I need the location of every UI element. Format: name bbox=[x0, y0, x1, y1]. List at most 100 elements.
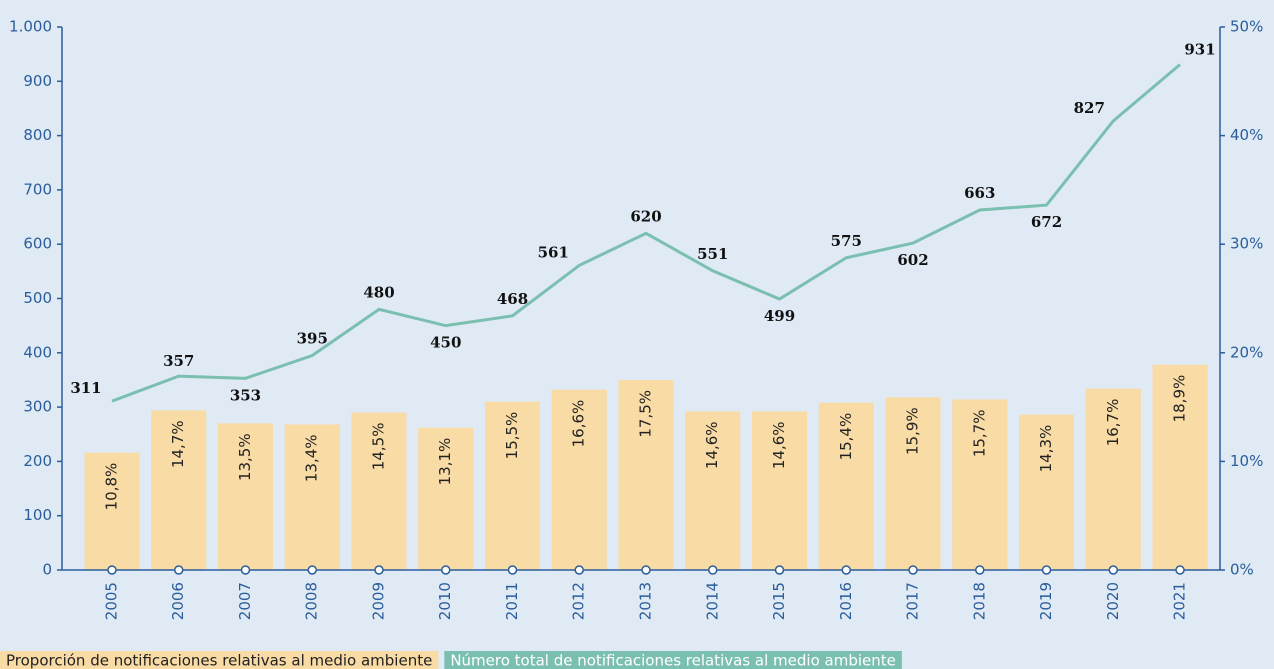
line-label: 499 bbox=[764, 307, 795, 325]
line-label: 663 bbox=[964, 184, 995, 202]
bar bbox=[418, 427, 474, 570]
bar bbox=[1085, 388, 1141, 570]
y-tick-label: 100 bbox=[23, 506, 52, 524]
x-tick bbox=[1175, 565, 1185, 575]
bar-label: 13,4% bbox=[303, 434, 321, 482]
bar bbox=[685, 411, 741, 570]
bar-label: 17,5% bbox=[637, 390, 655, 438]
x-tick-label: 2019 bbox=[1037, 582, 1055, 620]
line-label: 353 bbox=[230, 386, 261, 404]
bar-label: 14,6% bbox=[770, 421, 788, 469]
bar bbox=[818, 402, 874, 570]
x-tick bbox=[440, 565, 451, 575]
x-tick bbox=[708, 565, 718, 575]
y2-tick-label: 40% bbox=[1230, 126, 1263, 144]
y-tick-label: 300 bbox=[23, 398, 52, 416]
x-tick-label: 2005 bbox=[102, 582, 120, 620]
x-tick-label: 2020 bbox=[1104, 582, 1122, 620]
bar-label: 15,7% bbox=[970, 409, 988, 457]
bar bbox=[84, 452, 140, 570]
legend-item: Proporción de notificaciones relativas a… bbox=[0, 651, 439, 669]
line-label: 480 bbox=[363, 283, 394, 301]
bar-label: 10,8% bbox=[102, 463, 120, 511]
line-label: 357 bbox=[163, 352, 194, 370]
x-tick-label: 2016 bbox=[837, 582, 855, 620]
y-tick-label: 800 bbox=[23, 126, 52, 144]
x-tick-label: 2015 bbox=[770, 582, 788, 620]
bar-label: 18,9% bbox=[1171, 375, 1189, 423]
x-tick bbox=[1108, 565, 1119, 575]
y-tick-label: 400 bbox=[23, 343, 52, 361]
line-label: 931 bbox=[1184, 40, 1215, 58]
line-label: 450 bbox=[430, 334, 461, 352]
x-tick-label: 2017 bbox=[904, 582, 922, 620]
bar bbox=[1019, 414, 1075, 570]
x-tick bbox=[774, 565, 785, 575]
bar-label: 15,5% bbox=[503, 412, 521, 460]
x-tick bbox=[1041, 565, 1052, 575]
y-tick-label: 1.000 bbox=[9, 18, 52, 36]
bar-label: 14,3% bbox=[1037, 425, 1055, 473]
y-tick-label: 200 bbox=[23, 452, 52, 470]
x-tick bbox=[173, 565, 184, 575]
x-tick bbox=[307, 565, 317, 575]
line-label: 575 bbox=[831, 232, 862, 250]
y2-tick-label: 20% bbox=[1230, 343, 1263, 361]
x-tick bbox=[374, 565, 384, 575]
x-tick-label: 2007 bbox=[236, 582, 254, 620]
bar bbox=[217, 423, 273, 570]
x-tick-label: 2010 bbox=[436, 582, 454, 620]
bar bbox=[1152, 364, 1208, 570]
x-tick bbox=[908, 565, 918, 575]
legend-swatch bbox=[0, 651, 439, 669]
x-tick bbox=[641, 565, 651, 575]
bar bbox=[752, 411, 808, 570]
legend-label: Proporción de notificaciones relativas a… bbox=[6, 652, 432, 669]
bar-label: 15,9% bbox=[904, 407, 922, 455]
y-tick-label: 600 bbox=[23, 235, 52, 253]
bar-label: 14,7% bbox=[169, 420, 187, 468]
line bbox=[111, 63, 1181, 403]
x-tick-label: 2013 bbox=[637, 582, 655, 620]
bar-label: 13,5% bbox=[236, 433, 254, 481]
bar-label: 16,7% bbox=[1104, 399, 1122, 447]
x-tick-label: 2012 bbox=[570, 582, 588, 620]
y2-tick-label: 10% bbox=[1230, 452, 1263, 470]
bar bbox=[151, 410, 207, 570]
legend-swatch bbox=[444, 651, 902, 669]
line-label: 551 bbox=[697, 245, 728, 263]
line-label: 827 bbox=[1074, 99, 1105, 117]
y2-tick-label: 0% bbox=[1230, 561, 1254, 579]
bar-label: 14,5% bbox=[369, 423, 387, 471]
line-label: 561 bbox=[538, 243, 569, 261]
x-tick-label: 2018 bbox=[970, 582, 988, 620]
bar bbox=[618, 379, 674, 570]
line-label: 672 bbox=[1031, 213, 1062, 231]
y-tick-label: 700 bbox=[23, 180, 52, 198]
x-tick bbox=[975, 565, 985, 575]
x-tick-label: 2008 bbox=[303, 582, 321, 620]
line-label: 620 bbox=[630, 207, 661, 225]
x-tick bbox=[841, 565, 852, 575]
line-label: 468 bbox=[497, 290, 528, 308]
x-tick-label: 2009 bbox=[369, 582, 387, 620]
y-tick-label: 500 bbox=[23, 289, 52, 307]
x-tick-label: 2021 bbox=[1171, 582, 1189, 620]
x-tick bbox=[240, 565, 251, 575]
x-tick-label: 2014 bbox=[703, 582, 721, 620]
y-tick-label: 0 bbox=[42, 561, 52, 579]
line-label: 602 bbox=[897, 251, 928, 269]
bar bbox=[284, 424, 340, 570]
y2-tick-label: 50% bbox=[1230, 18, 1263, 36]
x-tick-label: 2011 bbox=[503, 582, 521, 620]
bar bbox=[484, 401, 540, 570]
x-tick bbox=[574, 565, 584, 575]
bar-label: 14,6% bbox=[703, 421, 721, 469]
bar-label: 16,6% bbox=[570, 400, 588, 448]
bar bbox=[885, 397, 941, 570]
bar bbox=[551, 389, 607, 570]
line-label: 395 bbox=[297, 330, 328, 348]
bar-label: 13,1% bbox=[436, 438, 454, 486]
bar-label: 15,4% bbox=[837, 413, 855, 461]
